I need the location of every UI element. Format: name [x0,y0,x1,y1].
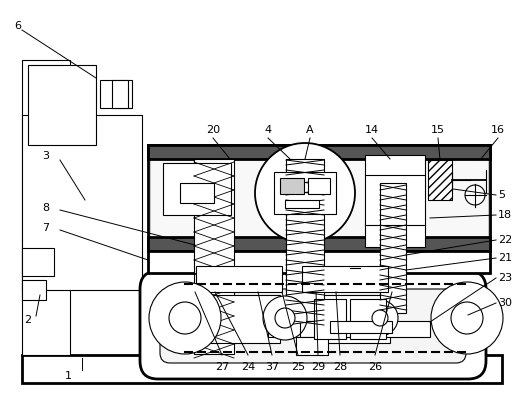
Bar [196,266,282,292]
Bar [112,80,128,108]
Bar [148,145,490,159]
Text: 1: 1 [64,371,72,381]
Text: 24: 24 [241,362,255,372]
Text: 8: 8 [43,203,50,213]
Bar [22,115,142,290]
Text: 22: 22 [498,235,512,245]
Circle shape [372,310,388,326]
Text: 7: 7 [43,223,50,233]
Circle shape [169,302,201,334]
Bar [308,178,330,194]
Bar [365,155,425,247]
Text: 16: 16 [491,125,505,135]
Bar [302,266,388,292]
Circle shape [431,282,503,354]
Bar [22,280,46,300]
Bar [194,159,234,354]
Circle shape [275,308,295,328]
Circle shape [362,300,398,336]
Text: 29: 29 [311,362,325,372]
Circle shape [451,302,483,334]
Bar [310,295,390,343]
Bar [268,321,430,337]
Bar [286,159,324,321]
Text: 5: 5 [498,190,505,200]
Text: 25: 25 [291,362,305,372]
Text: 2: 2 [24,315,32,325]
Circle shape [263,296,307,340]
Circle shape [149,282,221,354]
Bar [163,163,231,215]
Text: 15: 15 [431,125,445,135]
Text: 4: 4 [265,125,271,135]
Circle shape [465,185,485,205]
Text: 23: 23 [498,273,512,283]
Bar [285,200,319,208]
Bar [22,60,70,355]
Bar [210,295,280,343]
Text: 18: 18 [498,210,512,220]
Bar [180,183,214,203]
Text: 6: 6 [15,21,22,31]
Bar [22,248,54,276]
Text: A: A [306,125,314,135]
Text: 27: 27 [215,362,229,372]
Bar [274,172,336,214]
Text: 30: 30 [498,298,512,308]
Text: 26: 26 [368,362,382,372]
Text: 3: 3 [43,151,50,161]
Bar [330,321,392,333]
Circle shape [255,143,355,243]
Bar [22,355,502,383]
Bar [150,159,488,237]
Bar [350,299,386,339]
Bar [280,178,304,194]
Bar [148,237,490,251]
Bar [148,251,490,273]
Text: 28: 28 [333,362,347,372]
Bar [428,160,452,200]
Bar [148,145,490,251]
Text: 21: 21 [498,253,512,263]
Text: 14: 14 [365,125,379,135]
FancyBboxPatch shape [160,289,466,363]
Text: 37: 37 [265,362,279,372]
FancyBboxPatch shape [140,271,486,379]
Bar [380,183,406,313]
Bar [28,65,96,145]
Bar [314,299,346,339]
Bar [296,337,328,355]
Text: 20: 20 [206,125,220,135]
Bar [100,80,132,108]
